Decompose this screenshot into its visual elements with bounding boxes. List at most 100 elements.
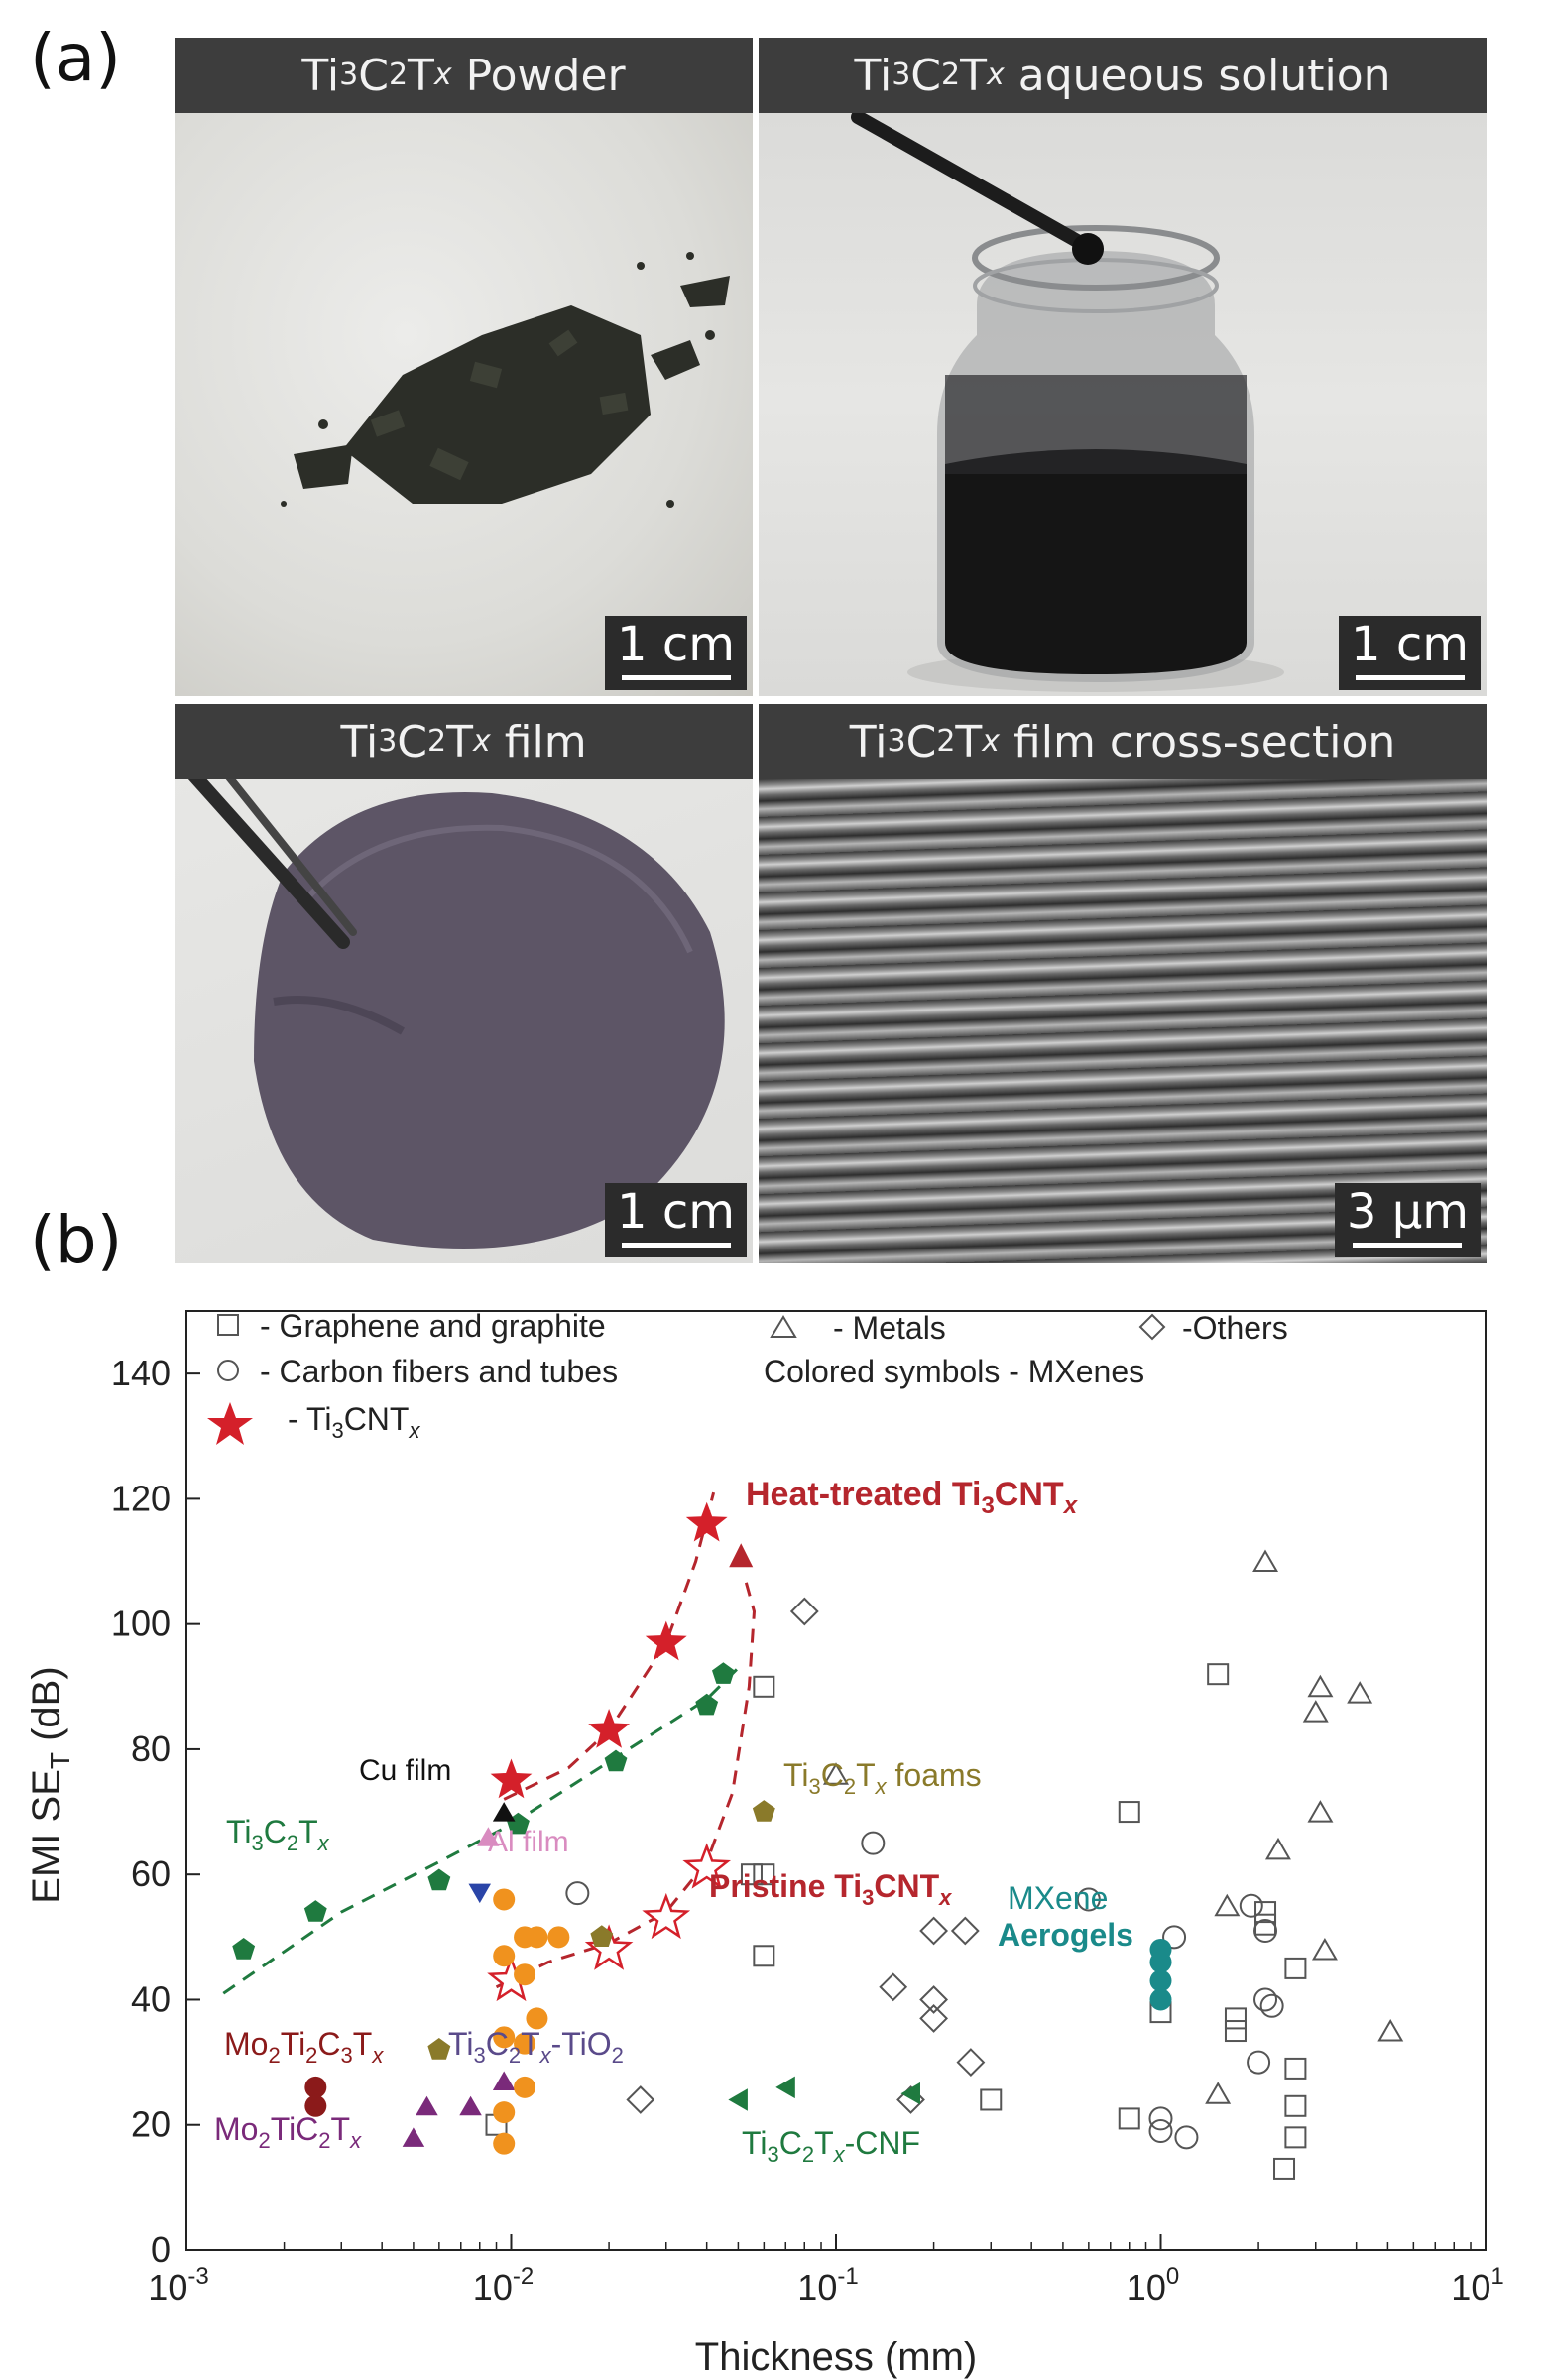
data-point [468,1883,491,1904]
x-tick-label: 10-1 [797,2263,858,2308]
data-point [900,2082,920,2105]
legend-others: -Others [1182,1310,1288,1346]
data-point [1254,1913,1277,1936]
data-point [753,1945,775,1967]
legend-graphene: - Graphene and graphite [260,1308,606,1344]
data-point [303,1900,327,1922]
data-point [1377,2018,1404,2042]
data-point [728,2088,748,2111]
data-point [493,1888,516,1911]
data-point [919,1916,949,1946]
data-point [493,2132,516,2155]
label-cu-film: Cu film [359,1754,451,1787]
data-point [492,2071,516,2090]
data-point [1224,2020,1247,2043]
data-point [753,1675,775,1698]
x-axis-label: Thickness (mm) [695,2335,977,2379]
label-heat-treated: Heat-treated Ti3CNTx [746,1476,1079,1519]
data-point [1307,1674,1334,1698]
data-point [753,1863,775,1886]
data-point [1253,1987,1278,2012]
data-point [740,1863,763,1886]
data-point [956,2048,986,2078]
vial-illustration [851,110,1284,692]
data-point [1214,1893,1241,1917]
data-point [1254,1901,1277,1924]
data-point [584,1924,634,1970]
label-mxene: MXene [1008,1880,1108,1916]
data-point [919,1985,949,2014]
x-tick-label: 100 [1127,2263,1179,2308]
data-point [1207,1663,1230,1686]
data-point [304,2094,327,2117]
data-point [1284,2126,1307,2149]
arrowhead [729,1543,754,1568]
label-tio2: Ti3C2Tx-TiO2 [448,2026,624,2068]
legend-square-icon [217,1314,239,1336]
data-point [514,2032,536,2055]
data-point [493,2026,516,2049]
data-point [1149,1988,1172,2011]
panel-b-letter: (b) [30,1202,123,1278]
data-point [879,1972,908,2002]
y-tick-label: 80 [131,1728,171,1769]
data-point [642,1892,691,1940]
data-point [1239,1893,1263,1918]
y-axis-label: EMI SET (dB) [25,1666,75,1903]
y-tick-label: 60 [131,1853,171,1894]
data-point [1302,1700,1329,1723]
data-point [565,1881,590,1906]
data-point [1224,2007,1247,2030]
scale-bar-film: 1 cm [605,1182,747,1257]
data-point [514,2076,536,2098]
label-mo2ti2: Mo2Ti2C3Tx [224,2026,384,2068]
data-point [1076,1887,1101,1912]
legend-triangle-icon [770,1315,797,1338]
scale-bar-powder: 1 cm [605,615,747,690]
data-point [1162,1925,1187,1950]
data-point [1118,2107,1140,2130]
legend-metals: - Metals [833,1310,946,1346]
data-point [712,1662,735,1684]
data-point [490,1758,533,1799]
data-point [493,1945,516,1967]
data-point [416,2095,438,2116]
data-point [526,2007,548,2030]
label-aerogels: Aerogels [998,1917,1133,1953]
data-point [752,1800,775,1822]
data-point [645,1620,687,1661]
label-ti3c2tx: Ti3C2Tx [226,1814,330,1855]
data-point [477,1827,500,1846]
data-point [427,1868,451,1891]
legend-diamond-icon [1138,1313,1166,1341]
y-tick-label: 100 [111,1604,171,1644]
legend-circle-icon [217,1360,239,1381]
scale-bar-cross-section: 3 µm [1334,1182,1481,1257]
legend-star-icon [207,1402,253,1445]
label-foams: Ti3C2Tx foams [783,1757,982,1799]
y-tick-label: 120 [111,1478,171,1518]
annotations: Heat-treated Ti3CNTx Pristine Ti3CNTx Cu… [214,1476,1133,2167]
data-point [493,2101,516,2124]
data-point [775,2076,795,2099]
data-point [1253,1919,1278,1944]
data-point [547,1926,570,1949]
data-point [980,2088,1003,2111]
legend-ti3cnt: - Ti3CNTx [288,1401,420,1443]
data-point [950,1916,980,1946]
data-point [1149,1969,1172,1992]
data-marks [232,1501,1404,2180]
y-tick-label: 40 [131,1978,171,2019]
x-tick-label: 101 [1451,2263,1503,2308]
data-point [1284,2057,1307,2080]
data-point [590,1925,614,1947]
data-point [526,1926,548,1949]
data-point [1307,1800,1334,1823]
y-axis-ticks: 0 20 40 60 80 100 120 140 [111,1353,200,2270]
data-point [1259,1993,1284,2018]
data-point [1148,2106,1173,2131]
